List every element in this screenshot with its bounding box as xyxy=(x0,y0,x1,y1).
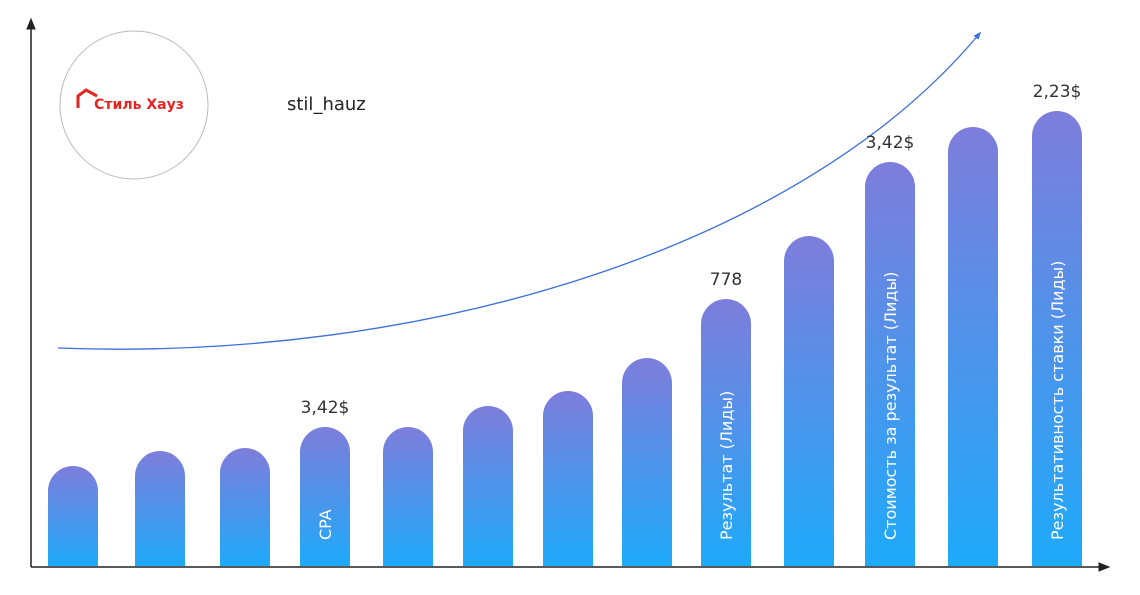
value-callout: 3,42$ xyxy=(301,398,350,418)
bar-label: Результат (Лиды) xyxy=(717,391,736,540)
value-callout: 3,42$ xyxy=(866,133,915,153)
bar xyxy=(865,162,915,566)
growth-curve xyxy=(57,31,981,350)
bar-label: CPA xyxy=(316,509,335,540)
bar xyxy=(135,451,185,566)
value-callout: 2,23$ xyxy=(1033,82,1082,102)
bar-label: Результативность ставки (Лиды) xyxy=(1048,261,1067,540)
bar xyxy=(622,358,672,566)
logo-roof xyxy=(76,88,98,108)
bar xyxy=(784,236,834,566)
labels: 3,42$ CPA 778 Результат (Лиды) 3,42$ Стоимост… xyxy=(301,82,1082,540)
bar xyxy=(1032,111,1082,566)
bar xyxy=(463,406,513,566)
bar xyxy=(48,466,98,566)
account-name: stil_hauz xyxy=(287,94,366,115)
bar xyxy=(220,448,270,566)
logo-circle xyxy=(59,30,209,180)
bar-label: Стоимость за результат (Лиды) xyxy=(881,272,900,540)
bar xyxy=(383,427,433,566)
value-callout: 778 xyxy=(710,270,742,290)
logo-text: Стиль Хауз xyxy=(94,97,184,113)
bars xyxy=(48,111,1082,566)
bar xyxy=(543,391,593,566)
bar xyxy=(300,427,350,566)
bar xyxy=(948,127,998,566)
bar xyxy=(701,299,751,566)
